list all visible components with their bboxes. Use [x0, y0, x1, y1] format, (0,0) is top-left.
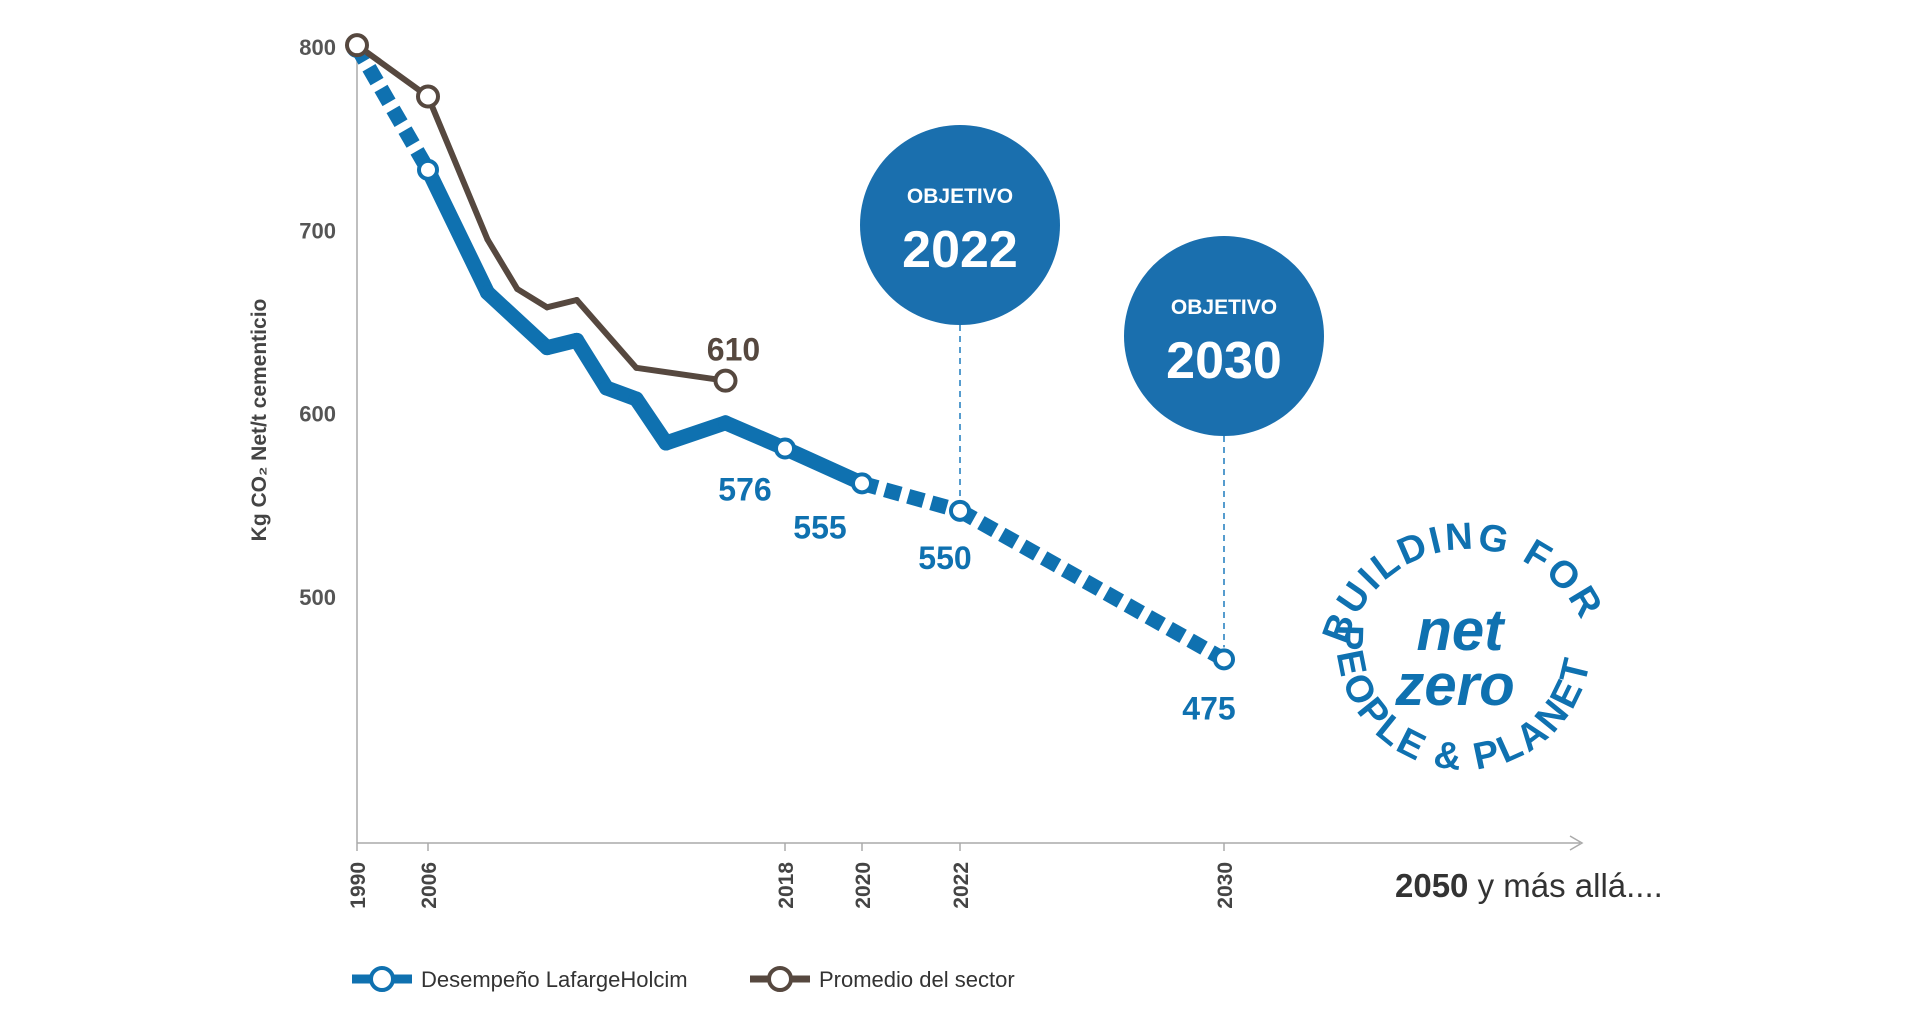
y-axis-label: Kg CO₂ Net/t cementicio	[248, 299, 271, 542]
x-tick-label-2030: 2030	[1214, 862, 1237, 909]
target-2030-bubble: OBJETIVO 2030	[1124, 236, 1324, 436]
y-tick-label-800: 800	[299, 35, 336, 60]
y-tick-label-600: 600	[299, 402, 336, 427]
target-2022-year: 2022	[902, 221, 1018, 279]
series-desempeno-lafargeholcim-segment-9	[777, 441, 870, 491]
data-label-610: 610	[707, 332, 760, 368]
legend-item-sector: Promedio del sector	[750, 966, 1015, 992]
series-desempeno-lafargeholcim-point-2020	[851, 472, 873, 495]
data-label-555: 555	[793, 509, 846, 545]
series-desempeno-lafargeholcim-point-2030	[1213, 648, 1235, 671]
legend-marker-icon	[369, 966, 395, 992]
series-desempeno-lafargeholcim-point-2022	[949, 499, 971, 522]
series-promedio-del-sector-point-2016	[713, 368, 738, 393]
x-axis-arrowhead	[1569, 835, 1584, 851]
data-label-550: 550	[918, 540, 971, 576]
series-desempeno-lafargeholcim-segment-1	[420, 162, 495, 301]
series-promedio-del-sector-segment-5	[573, 297, 640, 371]
series-desempeno-lafargeholcim-segment-4	[569, 332, 614, 396]
series-promedio-del-sector-segment-2	[484, 236, 521, 292]
series-promedio-del-sector-segment-3	[514, 286, 550, 311]
legend-marker-icon	[767, 966, 793, 992]
x-tick-label-2018: 2018	[775, 862, 798, 909]
net-zero-badge: BUILDING FOR PEOPLE & PLANET net zero	[1315, 515, 1609, 779]
legend: Desempeño LafargeHolcim Promedio del sec…	[352, 966, 1015, 992]
data-label-576: 576	[718, 472, 771, 508]
badge-zero-text: zero	[1394, 653, 1514, 718]
badge-net-text: net	[1417, 598, 1507, 663]
legend-label-sector: Promedio del sector	[819, 967, 1015, 992]
data-label-475: 475	[1182, 690, 1235, 726]
series-promedio-del-sector-segment-1	[425, 93, 491, 243]
series-desempeno-lafargeholcim-segment-10	[859, 476, 963, 519]
y-tick-label-700: 700	[299, 218, 336, 243]
series-desempeno-lafargeholcim-segment-2	[480, 285, 555, 356]
series-desempeno-lafargeholcim-segment-7	[658, 415, 733, 451]
x-tick-label-2022: 2022	[950, 862, 973, 909]
series-desempeno-lafargeholcim-point-2006	[417, 158, 439, 181]
legend-item-lafargeholcim: Desempeño LafargeHolcim	[352, 966, 688, 992]
target-2022-label: OBJETIVO	[907, 185, 1013, 208]
series-desempeno-lafargeholcim-segment-0	[350, 43, 435, 174]
x-axis-beyond-label: 2050 y más allá....	[1395, 867, 1663, 904]
target-2030-label: OBJETIVO	[1171, 296, 1277, 319]
legend-label-lafargeholcim: Desempeño LafargeHolcim	[421, 967, 688, 992]
series-desempeno-lafargeholcim-segment-11	[956, 504, 1228, 666]
target-2022-circle	[860, 125, 1060, 325]
series-promedio-del-sector-point-1990	[345, 33, 369, 58]
series-promedio-del-sector-segment-0	[354, 42, 431, 100]
x-tick-label-2020: 2020	[852, 862, 875, 909]
x-tick-label-1990: 1990	[347, 862, 370, 909]
y-tick-label-500: 500	[299, 585, 336, 610]
target-2030-year: 2030	[1166, 332, 1282, 390]
target-2030-circle	[1124, 236, 1324, 436]
series-desempeno-lafargeholcim-point-2018	[774, 437, 796, 460]
series-promedio-del-sector-segment-4	[544, 297, 580, 311]
target-2022-bubble: OBJETIVO 2022	[860, 125, 1060, 325]
x-tick-label-2006: 2006	[418, 862, 441, 909]
series-promedio-del-sector-point-2006	[416, 84, 440, 109]
series-desempeno-lafargeholcim-segment-6	[628, 391, 674, 451]
series-promedio-del-sector-segment-6	[633, 364, 729, 384]
